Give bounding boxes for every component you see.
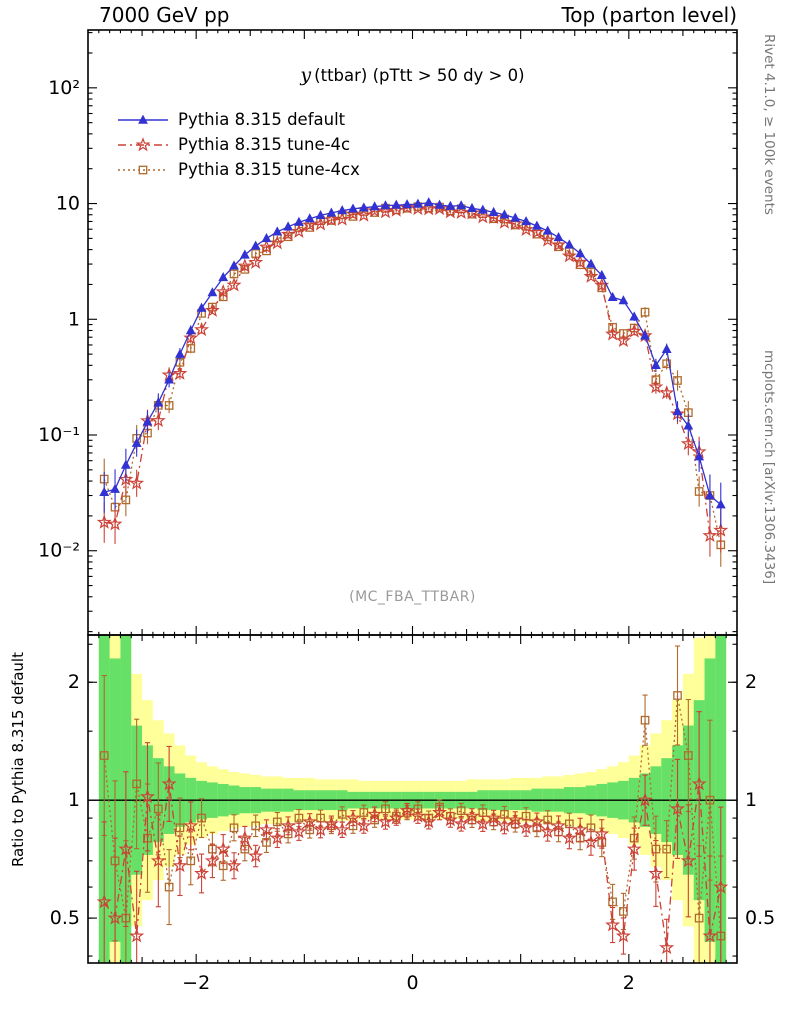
svg-text:1: 1 bbox=[68, 789, 80, 811]
rivet-version-label: Rivet 4.1.0, ≥ 100k events bbox=[761, 34, 777, 215]
svg-text:1: 1 bbox=[68, 308, 80, 330]
process-label: Top (parton level) bbox=[561, 3, 737, 27]
beam-energy-label: 7000 GeV pp bbox=[99, 3, 230, 27]
legend-item: Pythia 8.315 tune-4c bbox=[116, 132, 360, 157]
svg-text:10²: 10² bbox=[48, 77, 80, 99]
svg-text:10: 10 bbox=[56, 193, 80, 215]
svg-text:−2: −2 bbox=[182, 972, 210, 994]
plot-title-observable: y bbox=[300, 64, 312, 86]
svg-text:10⁻¹: 10⁻¹ bbox=[38, 424, 80, 446]
svg-text:2: 2 bbox=[745, 671, 757, 693]
legend-sample-default bbox=[118, 114, 168, 124]
svg-text:2: 2 bbox=[68, 671, 80, 693]
svg-text:1: 1 bbox=[745, 789, 757, 811]
plot-title-cuts: (ttbar) (pTtt > 50 dy > 0) bbox=[314, 66, 525, 85]
main-series-default bbox=[99, 197, 726, 527]
legend-item: Pythia 8.315 default bbox=[116, 107, 360, 132]
legend-label-tune4cx: Pythia 8.315 tune-4cx bbox=[178, 160, 360, 179]
plot-title: y (ttbar) (pTtt > 50 dy > 0) bbox=[88, 64, 737, 86]
legend: Pythia 8.315 default Pythia 8.315 tune-4… bbox=[116, 107, 360, 182]
axis-tick-labels: −2 0 2 10² 10 1 10⁻¹ 10⁻² 2 2 1 1 0.5 0.5 bbox=[38, 77, 775, 994]
svg-text:0: 0 bbox=[406, 972, 418, 994]
legend-sample-tune4c bbox=[118, 136, 168, 151]
mcplots-credit-label: mcplots.cern.ch [arXiv:1306.3436] bbox=[761, 350, 777, 585]
ratio-series-tune4c bbox=[96, 711, 729, 963]
axis-ticks bbox=[88, 30, 737, 963]
legend-item: Pythia 8.315 tune-4cx bbox=[116, 157, 360, 182]
legend-sample-tune4cx bbox=[118, 165, 168, 174]
ratio-axis-label: Ratio to Pythia 8.315 default bbox=[9, 652, 27, 868]
main-series-tune4cx bbox=[99, 202, 726, 567]
svg-text:2: 2 bbox=[623, 972, 635, 994]
svg-text:10⁻²: 10⁻² bbox=[38, 540, 80, 562]
main-series-tune4c bbox=[96, 199, 729, 557]
svg-text:0.5: 0.5 bbox=[745, 907, 775, 929]
legend-label-tune4c: Pythia 8.315 tune-4c bbox=[178, 135, 351, 154]
legend-label-default: Pythia 8.315 default bbox=[178, 110, 346, 129]
watermark: (MC_FBA_TTBAR) bbox=[349, 589, 476, 605]
svg-text:0.5: 0.5 bbox=[50, 907, 80, 929]
